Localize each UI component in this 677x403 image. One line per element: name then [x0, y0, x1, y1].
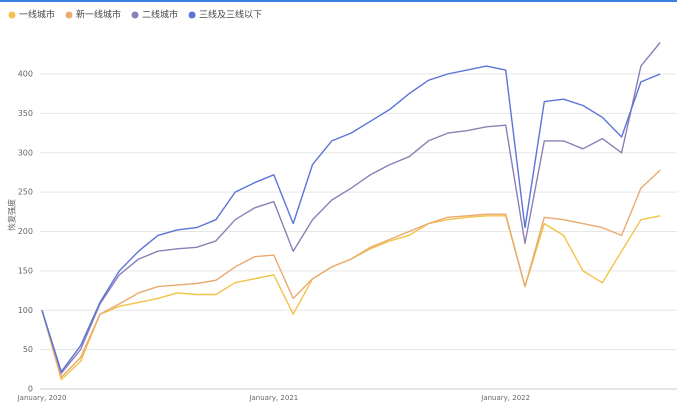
- x-tick-label: January, 2021: [248, 394, 298, 402]
- y-tick-label: 300: [18, 148, 33, 157]
- legend-swatch: [188, 11, 196, 19]
- y-tick-label: 350: [18, 109, 33, 118]
- series-line: [41, 215, 661, 381]
- y-tick-label: 50: [23, 345, 33, 354]
- legend-swatch: [131, 11, 139, 19]
- series-line: [41, 65, 661, 373]
- legend-label: 一线城市: [19, 9, 55, 21]
- legend-label: 三线及三线以下: [199, 9, 262, 21]
- legend-swatch: [8, 11, 16, 19]
- series-line: [41, 42, 661, 374]
- legend-label: 新一线城市: [76, 9, 121, 21]
- y-tick-label: 400: [18, 70, 33, 79]
- series-line: [41, 169, 661, 378]
- y-axis-label: 恢复强度: [7, 199, 17, 231]
- x-tick-label: January, 2020: [17, 394, 67, 402]
- legend: 一线城市 新一线城市 二线城市 三线及三线以下: [8, 9, 262, 21]
- y-tick-label: 150: [18, 266, 33, 275]
- legend-label: 二线城市: [142, 9, 178, 21]
- legend-swatch: [65, 11, 73, 19]
- y-tick-label: 250: [18, 188, 33, 197]
- x-tick-label: January, 2022: [480, 394, 530, 402]
- y-tick-label: 200: [18, 227, 33, 236]
- y-tick-label: 100: [18, 306, 33, 315]
- y-tick-label: 0: [28, 385, 33, 394]
- top-border: [0, 0, 677, 2]
